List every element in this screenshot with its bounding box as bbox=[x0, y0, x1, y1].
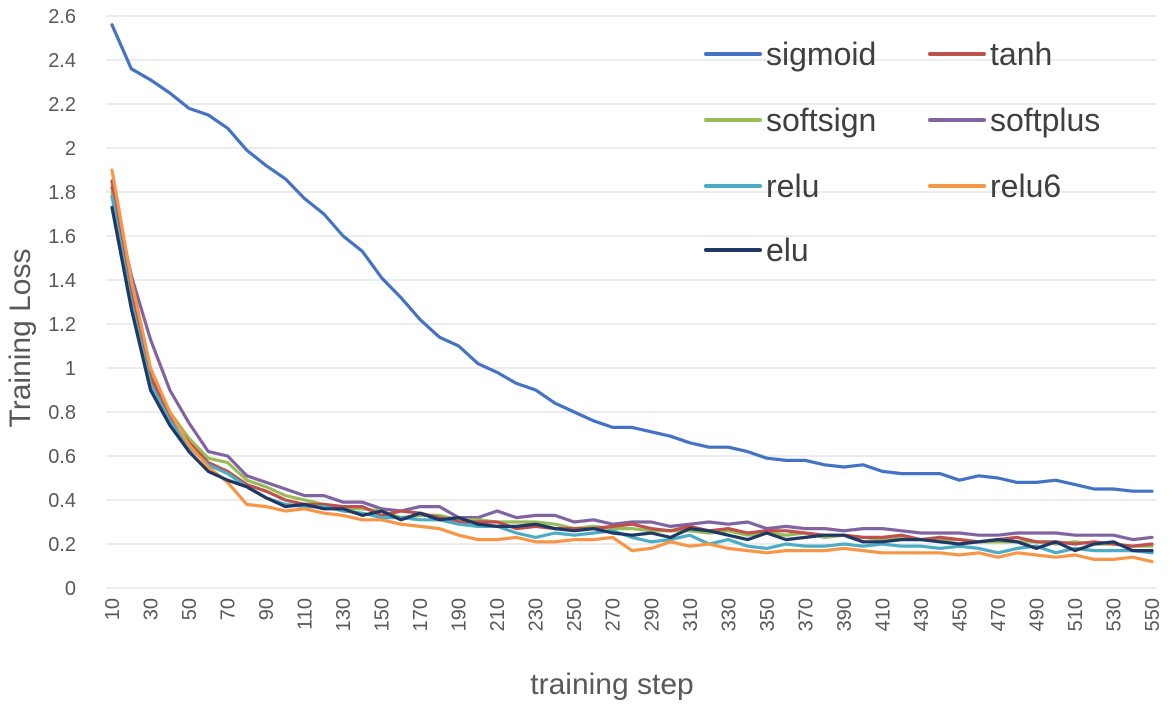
x-tick-label: 210 bbox=[487, 598, 509, 631]
legend-label-relu6: relu6 bbox=[990, 168, 1061, 204]
x-tick-label: 230 bbox=[526, 598, 548, 631]
y-tick-label: 0.4 bbox=[48, 490, 76, 512]
x-tick-label: 10 bbox=[102, 598, 124, 620]
legend-label-tanh: tanh bbox=[990, 36, 1052, 72]
y-tick-label: 2.4 bbox=[48, 50, 76, 72]
x-tick-label: 250 bbox=[564, 598, 586, 631]
y-tick-label: 1.4 bbox=[48, 270, 76, 292]
y-axis-ticks: 0 0.2 0.4 0.6 0.8 1 1.2 1.4 1.6 1.8 2 2.2 2.4 2.6 bbox=[48, 6, 76, 600]
y-tick-label: 0.2 bbox=[48, 534, 76, 556]
y-tick-label: 1 bbox=[65, 358, 76, 380]
series-line-softplus bbox=[110, 186, 1154, 542]
legend-label-softsign: softsign bbox=[766, 102, 876, 138]
y-tick-label: 2 bbox=[65, 138, 76, 160]
x-tick-label: 510 bbox=[1065, 598, 1087, 631]
x-axis-title: training step bbox=[530, 668, 693, 701]
x-axis-ticks: 10 30 50 70 90 110 130 150 170 190 210 230 250 270 290… bbox=[102, 598, 1164, 631]
x-tick-label: 490 bbox=[1026, 598, 1048, 631]
x-tick-label: 150 bbox=[372, 598, 394, 631]
x-tick-label: 270 bbox=[603, 598, 625, 631]
x-tick-label: 290 bbox=[641, 598, 663, 631]
x-tick-label: 430 bbox=[911, 598, 933, 631]
x-tick-label: 110 bbox=[295, 598, 317, 630]
legend-label-softplus: softplus bbox=[990, 102, 1100, 138]
x-tick-label: 390 bbox=[834, 598, 856, 631]
y-tick-label: 1.2 bbox=[48, 314, 76, 336]
x-tick-label: 70 bbox=[218, 598, 240, 620]
x-tick-label: 90 bbox=[256, 598, 278, 620]
x-tick-label: 310 bbox=[680, 598, 702, 631]
series-line-sigmoid bbox=[110, 23, 1154, 493]
x-tick-label: 50 bbox=[179, 598, 201, 620]
x-tick-label: 450 bbox=[949, 598, 971, 631]
legend: sigmoid tanh softsign softplus relu relu6 elu bbox=[704, 36, 1100, 268]
x-tick-label: 350 bbox=[757, 598, 779, 631]
x-tick-label: 30 bbox=[141, 598, 163, 620]
x-tick-label: 330 bbox=[718, 598, 740, 631]
y-tick-label: 1.8 bbox=[48, 182, 76, 204]
y-tick-label: 2.2 bbox=[48, 94, 76, 116]
legend-label-elu: elu bbox=[766, 232, 809, 268]
y-tick-label: 0.6 bbox=[48, 446, 76, 468]
y-axis-title: Training Loss bbox=[4, 249, 37, 428]
x-tick-label: 370 bbox=[795, 598, 817, 631]
legend-label-sigmoid: sigmoid bbox=[766, 36, 876, 72]
x-tick-label: 530 bbox=[1103, 598, 1125, 631]
legend-label-relu: relu bbox=[766, 168, 819, 204]
y-tick-label: 0 bbox=[65, 578, 76, 600]
x-tick-label: 170 bbox=[410, 598, 432, 631]
x-tick-label: 470 bbox=[988, 598, 1010, 631]
series-line-relu bbox=[110, 194, 1154, 555]
x-tick-label: 130 bbox=[333, 598, 355, 631]
y-tick-label: 0.8 bbox=[48, 402, 76, 424]
series-lines bbox=[110, 23, 1154, 564]
x-tick-label: 410 bbox=[872, 598, 894, 631]
gridlines bbox=[106, 15, 1156, 589]
series-line-elu bbox=[110, 205, 1154, 553]
series-line-relu6 bbox=[110, 168, 1154, 564]
x-tick-label: 550 bbox=[1142, 598, 1164, 631]
y-tick-label: 1.6 bbox=[48, 226, 76, 248]
x-tick-label: 190 bbox=[449, 598, 471, 631]
y-tick-label: 2.6 bbox=[48, 6, 76, 28]
